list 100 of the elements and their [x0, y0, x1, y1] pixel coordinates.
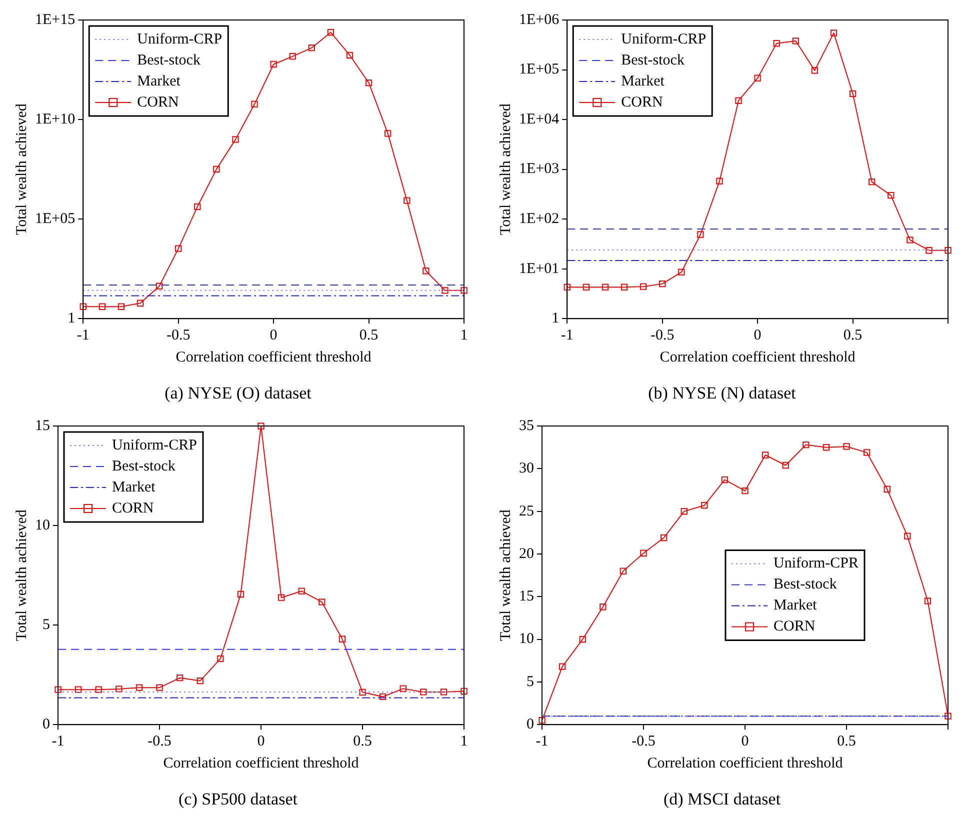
- point: [298, 588, 305, 594]
- point: [232, 136, 239, 143]
- legend-label: Best-stock: [137, 52, 201, 68]
- y-tick-label: 1E+04: [518, 111, 560, 128]
- y-axis-title: Total wealth achieved: [14, 509, 30, 641]
- y-tick-label: 5: [42, 617, 50, 634]
- point: [308, 44, 315, 52]
- point: [176, 674, 184, 682]
- point: [620, 568, 627, 574]
- legend-label: CORN: [621, 94, 663, 110]
- point: [156, 282, 163, 290]
- y-tick-label: 35: [519, 418, 534, 434]
- point: [359, 688, 366, 696]
- point: [442, 287, 448, 294]
- text: (d) MSCI dataset: [663, 789, 781, 808]
- text: (a) NYSE (O) dataset: [164, 383, 312, 402]
- point: [944, 712, 952, 720]
- point: [196, 677, 204, 684]
- point: [318, 598, 326, 606]
- y-tick-label: 0: [526, 716, 534, 733]
- y-axis-title: Total wealth achieved: [498, 509, 514, 641]
- point: [404, 197, 410, 204]
- y-axis-title: Total wealth achieved: [14, 103, 30, 235]
- point: [822, 444, 830, 451]
- x-tick-label: 0: [741, 734, 749, 750]
- point: [773, 40, 780, 47]
- y-tick-label: 1E+02: [518, 211, 560, 228]
- point: [762, 452, 769, 458]
- y-tick-label: 1E+10: [34, 111, 76, 128]
- point: [721, 476, 728, 484]
- point: [327, 29, 334, 36]
- x-tick-label: 0: [270, 328, 278, 344]
- point: [792, 38, 799, 44]
- y-axis-title: Total wealth achieved: [498, 103, 514, 235]
- point: [640, 550, 647, 556]
- point: [564, 284, 570, 290]
- point: [194, 203, 201, 210]
- point: [460, 287, 468, 294]
- legend-label: Uniform-CRP: [137, 31, 222, 48]
- point: [944, 247, 952, 254]
- point: [136, 300, 144, 306]
- x-tick-label: -0.5: [632, 734, 656, 750]
- point: [579, 636, 586, 643]
- x-axis-title: Correlation coefficient threshold: [647, 756, 844, 772]
- x-tick-label: 0.5: [837, 734, 856, 750]
- legend-label: Best-stock: [112, 458, 176, 474]
- point: [735, 97, 742, 104]
- point: [742, 488, 748, 494]
- point: [217, 655, 224, 662]
- point: [422, 268, 430, 274]
- point: [659, 280, 666, 288]
- point: [460, 688, 468, 694]
- point: [116, 686, 122, 692]
- point: [904, 532, 911, 540]
- legend-label: Uniform-CPR: [774, 556, 859, 572]
- point: [74, 686, 82, 693]
- point: [602, 284, 609, 290]
- y-tick-label: 25: [519, 503, 534, 520]
- point: [270, 60, 277, 68]
- x-tick-label: -0.5: [650, 328, 674, 344]
- point: [811, 67, 818, 74]
- point: [868, 178, 876, 186]
- x-tick-label: 0: [754, 328, 762, 344]
- point: [258, 422, 264, 430]
- y-tick-label: 0: [42, 716, 50, 733]
- point: [338, 636, 346, 642]
- x-axis-title: Correlation coefficient threshold: [176, 350, 372, 366]
- point: [754, 74, 761, 82]
- point: [175, 245, 182, 252]
- point: [365, 79, 372, 86]
- y-tick-label: 30: [519, 460, 534, 477]
- point: [251, 100, 258, 108]
- point: [863, 449, 870, 456]
- point: [582, 284, 590, 290]
- x-tick-label: -1: [560, 328, 574, 344]
- legend-label: Market: [137, 73, 182, 90]
- point: [118, 303, 125, 310]
- y-tick-label: 1E+15: [34, 12, 76, 28]
- point: [926, 247, 932, 254]
- y-tick-label: 1: [68, 310, 76, 327]
- point: [888, 192, 894, 199]
- legend-label: Market: [112, 479, 156, 496]
- x-tick-label: -1: [536, 734, 548, 750]
- point: [346, 52, 354, 59]
- point: [80, 303, 86, 310]
- x-tick-label: 1: [460, 328, 468, 344]
- legend-label: Uniform-CRP: [112, 437, 198, 454]
- y-tick-label: 1E+05: [34, 211, 76, 228]
- point: [213, 166, 220, 173]
- y-tick-label: 10: [35, 517, 50, 534]
- legend-label: Market: [621, 73, 666, 90]
- x-tick-label: 1: [460, 734, 468, 750]
- point: [701, 502, 708, 509]
- point: [830, 30, 838, 36]
- point: [802, 441, 810, 448]
- point: [136, 684, 143, 691]
- y-tick-label: 1E+05: [518, 62, 560, 78]
- y-tick-label: 1: [552, 310, 560, 327]
- point: [924, 598, 932, 604]
- point: [716, 178, 723, 184]
